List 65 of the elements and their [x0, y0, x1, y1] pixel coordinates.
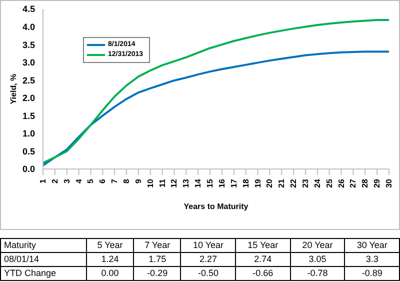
- x-tick-label: 11: [158, 178, 167, 188]
- x-tick-label: 27: [348, 178, 358, 188]
- y-tick-label: 1.0: [22, 128, 35, 139]
- text: -0.66: [236, 266, 290, 280]
- text: 3.3: [344, 252, 400, 266]
- x-tick-label: 10: [146, 178, 155, 188]
- x-tick-label: 24: [312, 178, 322, 188]
- x-tick-label: 23: [300, 178, 310, 188]
- text: -0.29: [134, 266, 181, 280]
- text: 7 Year: [134, 238, 181, 252]
- text: 30 Year: [344, 238, 400, 252]
- x-tick-label: 15: [206, 178, 215, 188]
- x-tick-label: 30: [384, 178, 394, 188]
- y-axis-title: Yield, %: [8, 74, 18, 104]
- text: 15 Year: [236, 238, 290, 252]
- x-tick-label: 29: [372, 178, 382, 188]
- line-series: [42, 19, 390, 164]
- x-tick-label: 8: [122, 178, 132, 184]
- text: -0.78: [290, 266, 345, 280]
- text: 08/01/14: [0, 252, 86, 266]
- text: 20 Year: [290, 238, 345, 252]
- x-tick-label: 17: [229, 178, 238, 188]
- x-tick-label: 1: [38, 178, 48, 184]
- x-tick-label: 12: [170, 178, 179, 188]
- x-tick-label: 20: [265, 178, 274, 188]
- x-tick-label: 18: [241, 178, 250, 188]
- text: 2.74: [236, 252, 290, 266]
- line-series: [42, 50, 390, 166]
- x-tick-label: 2: [50, 178, 60, 184]
- y-tick-label: 4.0: [22, 22, 35, 32]
- y-tick-label: 4.5: [22, 4, 35, 14]
- x-tick-label: 16: [217, 178, 226, 188]
- x-tick-label: 5: [86, 178, 96, 184]
- y-tick-label: 0.5: [22, 146, 35, 156]
- x-tick-label: 4: [74, 178, 84, 184]
- y-tick-label: 0.0: [22, 164, 35, 174]
- text: 3.05: [290, 252, 345, 266]
- text: 1.24: [86, 252, 134, 266]
- x-tick-label: 25: [324, 178, 334, 188]
- x-tick-label: 14: [194, 178, 203, 188]
- x-tick-label: 9: [134, 178, 143, 184]
- y-tick-label: 2.0: [22, 93, 35, 104]
- x-tick-label: 13: [182, 178, 191, 188]
- x-tick-label: 22: [289, 178, 298, 188]
- y-tick-label: 1.5: [22, 110, 35, 121]
- text: 5 Year: [86, 238, 134, 252]
- x-axis-title: Years to Maturity: [184, 202, 249, 211]
- x-tick-label: 19: [253, 178, 262, 188]
- text: Maturity: [0, 238, 86, 252]
- x-tick-label: 26: [336, 178, 346, 188]
- x-tick-label: 3: [62, 178, 72, 184]
- y-tick-label: 2.5: [22, 75, 35, 86]
- x-tick-label: 7: [110, 178, 120, 184]
- text: 10 Year: [180, 238, 236, 252]
- text: -0.50: [180, 266, 236, 280]
- x-tick-label: 28: [360, 178, 370, 188]
- text: 1.75: [134, 252, 181, 266]
- text: YTD Change: [0, 266, 86, 280]
- x-tick-label: 6: [98, 178, 108, 184]
- text: -0.89: [344, 266, 400, 280]
- y-tick-label: 3.0: [22, 58, 35, 68]
- text: 2.27: [180, 252, 236, 266]
- x-tick-label: 21: [277, 178, 286, 188]
- text: 0.00: [86, 266, 134, 280]
- y-tick-label: 3.5: [22, 40, 35, 50]
